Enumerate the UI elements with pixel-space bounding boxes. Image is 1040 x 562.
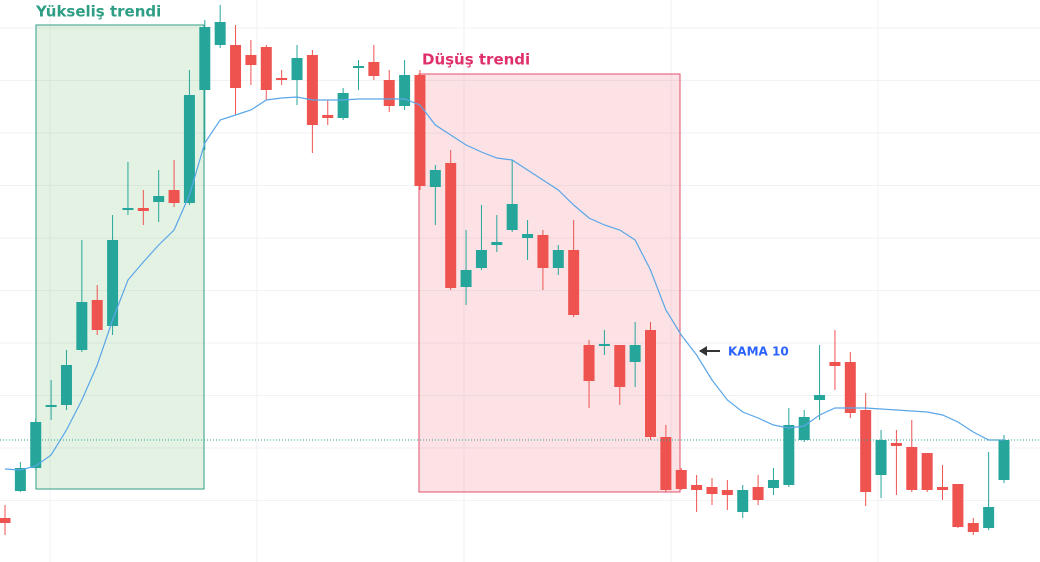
candle-body xyxy=(276,78,288,80)
candle-body xyxy=(937,487,949,490)
candle-body xyxy=(552,250,564,268)
candle-body xyxy=(614,345,626,387)
candle-body xyxy=(568,250,580,315)
candle-body xyxy=(14,468,26,491)
candle-body xyxy=(445,163,457,288)
candle-body xyxy=(337,93,349,118)
candle-body xyxy=(137,208,149,211)
candle-body xyxy=(291,58,303,80)
candle-body xyxy=(921,453,933,490)
candles xyxy=(0,5,1040,535)
candle-body xyxy=(199,27,211,90)
candle-body xyxy=(230,45,242,88)
candle-body xyxy=(0,518,11,523)
candle-body xyxy=(783,425,795,485)
candle-body xyxy=(998,440,1010,480)
candle-body xyxy=(475,250,487,268)
candle-body xyxy=(645,330,657,437)
uptrend-label: Yükseliş trendi xyxy=(35,3,161,21)
candle-body xyxy=(506,204,518,230)
candle-body xyxy=(814,395,826,400)
candle-body xyxy=(691,485,703,490)
candle-body xyxy=(752,487,764,500)
candle-body xyxy=(322,115,334,118)
candle-body xyxy=(76,302,88,350)
series-label: KAMA 10 xyxy=(728,345,789,359)
candle-body xyxy=(598,344,610,346)
candle-body xyxy=(306,55,318,125)
downtrend-label: Düşüş trendi xyxy=(422,51,530,69)
candle-body xyxy=(629,345,641,362)
candle-body xyxy=(829,362,841,366)
candle-body xyxy=(352,66,364,68)
candle-body xyxy=(60,365,72,405)
candle-body xyxy=(368,62,380,76)
candle-body xyxy=(906,447,918,490)
candle-body xyxy=(183,95,195,203)
candle-body xyxy=(721,490,733,495)
candle-body xyxy=(414,75,426,186)
candle-body xyxy=(660,437,672,490)
candle-body xyxy=(737,490,749,512)
candle-body xyxy=(491,242,503,245)
candle-body xyxy=(122,208,134,210)
candle-body xyxy=(798,417,810,440)
uptrend-box xyxy=(35,24,205,490)
candle-body xyxy=(45,405,57,407)
candle-body xyxy=(245,55,257,65)
kama-line xyxy=(4,96,1004,471)
candle-body xyxy=(537,235,549,268)
candle-body xyxy=(153,196,165,202)
candle-body xyxy=(967,523,979,532)
candle-body xyxy=(522,234,534,238)
candle-body xyxy=(168,190,180,203)
candle-body xyxy=(706,487,718,494)
candle-body xyxy=(890,443,902,446)
candle-body xyxy=(214,22,226,45)
arrow-head xyxy=(699,346,707,356)
candle-body xyxy=(260,47,272,90)
candle-body xyxy=(383,80,395,106)
candle-body xyxy=(107,240,119,326)
candle-body xyxy=(983,507,995,528)
candle-body xyxy=(844,362,856,413)
candle-body xyxy=(399,75,411,106)
candle-body xyxy=(860,410,872,492)
candle-body xyxy=(30,422,42,468)
candle-body xyxy=(91,300,103,330)
candle-body xyxy=(583,345,595,381)
candle-body xyxy=(460,270,472,287)
candle-body xyxy=(875,440,887,475)
candle-body xyxy=(675,470,687,489)
candle-body xyxy=(429,170,441,187)
candle-body xyxy=(767,480,779,488)
downtrend-box xyxy=(418,73,681,493)
candle-body xyxy=(952,484,964,527)
